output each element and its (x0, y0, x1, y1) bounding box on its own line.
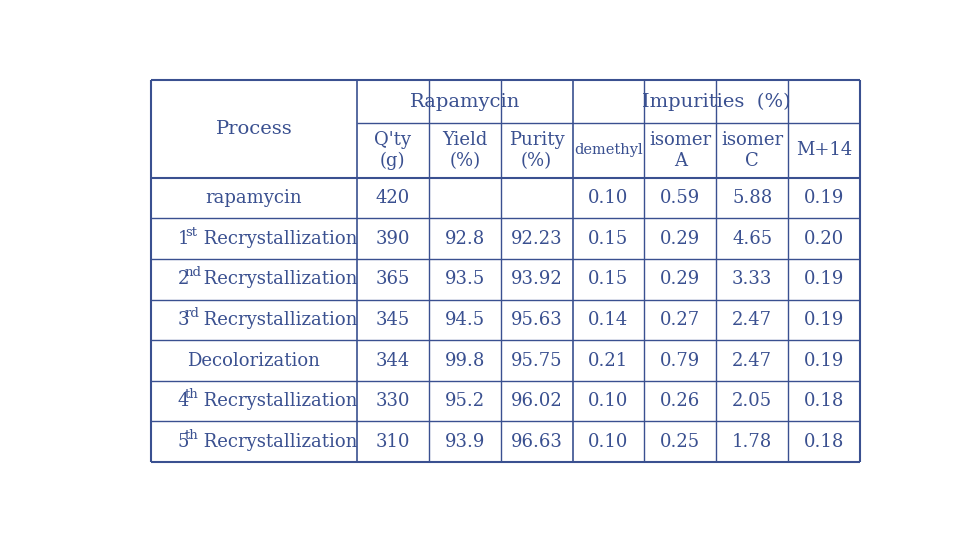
Text: 0.10: 0.10 (589, 433, 628, 451)
Text: 5: 5 (178, 433, 189, 451)
Text: 1.78: 1.78 (732, 433, 772, 451)
Text: 0.18: 0.18 (803, 392, 844, 410)
Text: rd: rd (185, 307, 199, 320)
Text: 95.63: 95.63 (511, 311, 562, 329)
Text: Purity
(%): Purity (%) (509, 131, 564, 170)
Text: Impurities  (%): Impurities (%) (642, 93, 791, 111)
Text: 0.15: 0.15 (589, 270, 628, 288)
Text: 420: 420 (376, 189, 410, 207)
Text: 95.75: 95.75 (511, 352, 562, 369)
Text: 5.88: 5.88 (732, 189, 772, 207)
Text: 4.65: 4.65 (732, 230, 772, 248)
Text: st: st (185, 225, 197, 239)
Text: 0.20: 0.20 (803, 230, 844, 248)
Text: 99.8: 99.8 (444, 352, 485, 369)
Text: 1: 1 (178, 230, 190, 248)
Text: Recrystallization: Recrystallization (198, 270, 358, 288)
Text: Recrystallization: Recrystallization (198, 433, 358, 451)
Text: Decolorization: Decolorization (188, 352, 320, 369)
Text: Recrystallization: Recrystallization (198, 311, 358, 329)
Text: Q'ty
(g): Q'ty (g) (375, 131, 411, 171)
Text: 2.47: 2.47 (732, 352, 772, 369)
Text: 96.63: 96.63 (511, 433, 562, 451)
Text: 3.33: 3.33 (732, 270, 772, 288)
Text: rapamycin: rapamycin (205, 189, 302, 207)
Text: 0.15: 0.15 (589, 230, 628, 248)
Text: M+14: M+14 (796, 141, 852, 159)
Text: 0.10: 0.10 (589, 189, 628, 207)
Text: Recrystallization: Recrystallization (198, 230, 358, 248)
Text: 0.25: 0.25 (660, 433, 701, 451)
Text: 0.21: 0.21 (589, 352, 628, 369)
Text: 94.5: 94.5 (444, 311, 485, 329)
Text: isomer
C: isomer C (721, 131, 783, 170)
Text: 96.02: 96.02 (511, 392, 562, 410)
Text: 0.18: 0.18 (803, 433, 844, 451)
Text: 0.29: 0.29 (660, 230, 701, 248)
Text: 3: 3 (178, 311, 190, 329)
Text: th: th (185, 388, 198, 401)
Text: 2.47: 2.47 (732, 311, 772, 329)
Text: 93.92: 93.92 (511, 270, 562, 288)
Text: Yield
(%): Yield (%) (442, 131, 488, 170)
Text: Rapamycin: Rapamycin (409, 93, 520, 111)
Text: 0.10: 0.10 (589, 392, 628, 410)
Text: 95.2: 95.2 (444, 392, 485, 410)
Text: nd: nd (185, 266, 202, 279)
Text: 2: 2 (178, 270, 189, 288)
Text: 4: 4 (178, 392, 189, 410)
Text: 0.14: 0.14 (589, 311, 628, 329)
Text: 344: 344 (376, 352, 410, 369)
Text: 0.59: 0.59 (660, 189, 701, 207)
Text: 390: 390 (376, 230, 410, 248)
Text: 0.19: 0.19 (803, 352, 844, 369)
Text: 365: 365 (376, 270, 410, 288)
Text: 0.19: 0.19 (803, 189, 844, 207)
Text: 0.79: 0.79 (660, 352, 701, 369)
Text: 0.26: 0.26 (660, 392, 701, 410)
Text: th: th (185, 429, 198, 442)
Text: 345: 345 (376, 311, 410, 329)
Text: 0.19: 0.19 (803, 311, 844, 329)
Text: 0.27: 0.27 (660, 311, 701, 329)
Text: 92.23: 92.23 (511, 230, 562, 248)
Text: 330: 330 (376, 392, 410, 410)
Text: 0.29: 0.29 (660, 270, 701, 288)
Text: Recrystallization: Recrystallization (198, 392, 358, 410)
Text: 93.5: 93.5 (444, 270, 485, 288)
Text: 2.05: 2.05 (732, 392, 772, 410)
Text: 92.8: 92.8 (444, 230, 485, 248)
Text: 0.19: 0.19 (803, 270, 844, 288)
Text: 310: 310 (376, 433, 410, 451)
Text: 93.9: 93.9 (444, 433, 485, 451)
Text: isomer
A: isomer A (650, 131, 711, 170)
Text: Process: Process (216, 120, 292, 138)
Text: demethyl: demethyl (574, 143, 643, 157)
